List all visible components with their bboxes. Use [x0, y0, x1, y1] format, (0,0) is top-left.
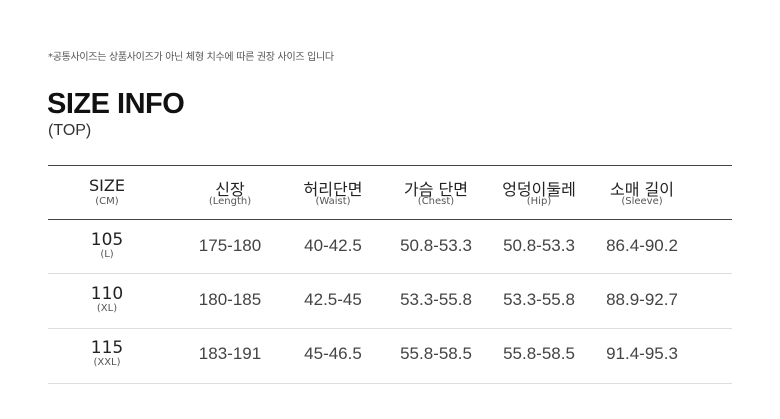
table-top-border — [48, 165, 732, 166]
cell-chest: 50.8-53.3 — [400, 236, 472, 255]
cell-sleeve: 88.9-92.7 — [606, 290, 678, 309]
cell-waist: 45-46.5 — [304, 344, 362, 363]
page-title: SIZE INFO — [47, 88, 185, 120]
page-subtitle: (TOP) — [48, 122, 92, 139]
cell-chest: 53.3-55.8 — [400, 290, 472, 309]
header-size-unit: (CM) — [95, 196, 119, 207]
cell-hip: 55.8-58.5 — [503, 344, 575, 363]
cell-hip: 50.8-53.3 — [503, 236, 575, 255]
header-chest: 가슴 단면 — [404, 180, 468, 199]
row-divider — [48, 383, 732, 384]
header-waist-unit: (Waist) — [315, 196, 351, 207]
header-chest-unit: (Chest) — [417, 196, 455, 207]
row-divider — [48, 273, 732, 274]
header-size: SIZE — [89, 176, 125, 195]
cell-hip: 53.3-55.8 — [503, 290, 575, 309]
header-hip-unit: (Hip) — [526, 196, 552, 207]
cell-sleeve: 91.4-95.3 — [606, 344, 678, 363]
cell-length: 175-180 — [198, 236, 262, 255]
row-size: 105 — [90, 230, 124, 250]
cell-chest: 55.8-58.5 — [400, 344, 472, 363]
header-sleeve: 소매 길이 — [610, 180, 674, 199]
row-divider — [48, 328, 732, 329]
size-notice: *공통사이즈는 상품사이즈가 아닌 체형 치수에 따른 권장 사이즈 입니다 — [48, 52, 334, 63]
header-sleeve-unit: (Sleeve) — [621, 196, 663, 207]
cell-waist: 42.5-45 — [304, 290, 362, 309]
row-size-label: (L) — [100, 249, 114, 260]
header-length: 신장 — [215, 180, 245, 199]
header-waist: 허리단면 — [303, 180, 363, 199]
cell-waist: 40-42.5 — [304, 236, 362, 255]
header-length-unit: (Length) — [208, 196, 252, 207]
row-size: 110 — [90, 284, 124, 304]
cell-sleeve: 86.4-90.2 — [606, 236, 678, 255]
cell-length: 183-191 — [198, 344, 262, 363]
header-divider — [48, 219, 732, 220]
row-size-label: (XXL) — [93, 357, 121, 368]
header-hip: 엉덩이둘레 — [502, 180, 576, 199]
row-size: 115 — [90, 338, 124, 358]
row-size-label: (XL) — [96, 303, 118, 314]
cell-length: 180-185 — [198, 290, 262, 309]
